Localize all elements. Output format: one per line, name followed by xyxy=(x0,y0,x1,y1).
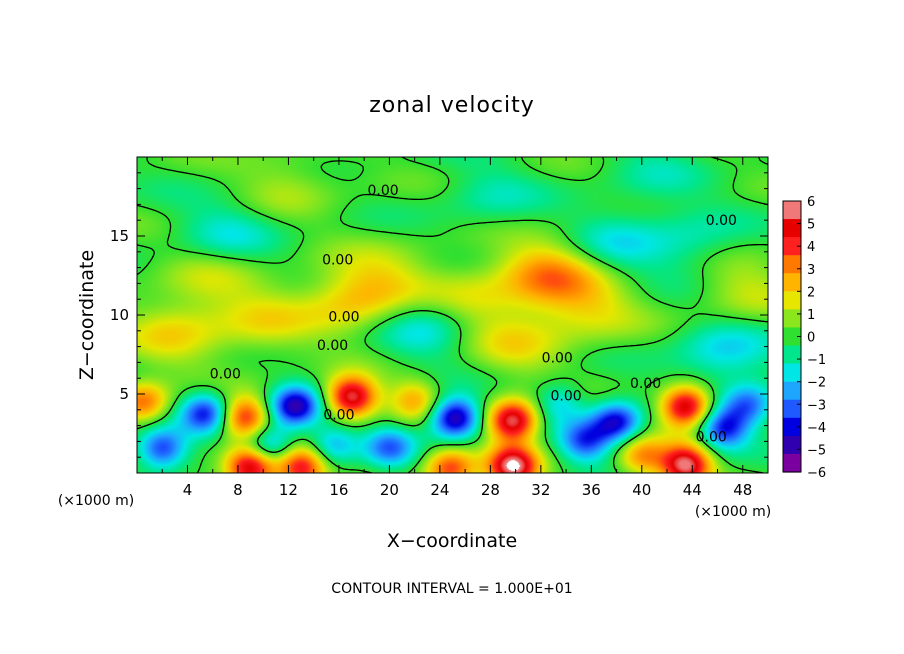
x-tick-label: 8 xyxy=(233,481,243,499)
x-tick-label: 4 xyxy=(183,481,193,499)
x-tick-label: 20 xyxy=(380,481,399,499)
x-tick-label: 36 xyxy=(582,481,601,499)
colorbar-tick-label: 1 xyxy=(807,308,815,323)
y-axis: 5 10 15 xyxy=(110,172,768,458)
x-axis-title: X−coordinate xyxy=(387,530,517,552)
colorbar: 6 5 4 3 2 1 0 −1 −2 −3 −4 −5 −6 xyxy=(782,195,826,481)
zero-contour xyxy=(136,156,769,474)
colorbar-tick-label: −4 xyxy=(807,421,826,436)
contour-label: 0.00 xyxy=(328,310,359,326)
colorbar-swatch xyxy=(783,399,801,419)
colorbar-tick-label: −5 xyxy=(807,443,826,458)
colorbar-tick-label: −3 xyxy=(807,398,826,413)
colorbar-swatch xyxy=(783,381,801,401)
x-tick-label: 28 xyxy=(481,481,500,499)
contour-label: 0.00 xyxy=(550,389,581,405)
contour-labels: 0.00 0.00 0.00 0.00 0.00 0.00 0.00 0.00 0.00 0.00… xyxy=(210,183,737,445)
x-units-left: (×1000 m) xyxy=(58,493,134,509)
x-tick-label: 16 xyxy=(329,481,348,499)
x-tick-label: 32 xyxy=(531,481,550,499)
colorbar-tick-label: −2 xyxy=(807,376,826,391)
x-tick-label: 40 xyxy=(632,481,651,499)
colorbar-swatch xyxy=(783,435,801,455)
contour-label: 0.00 xyxy=(368,183,399,199)
x-tick-label: 44 xyxy=(683,481,702,499)
chart-title: zonal velocity xyxy=(369,93,535,118)
colorbar-swatch xyxy=(783,309,801,329)
contour-label: 0.00 xyxy=(542,351,573,367)
colorbar-tick-label: 6 xyxy=(807,195,815,210)
contour-label: 0.00 xyxy=(210,366,241,382)
colorbar-swatch xyxy=(783,453,801,473)
colorbar-tick-label: 2 xyxy=(807,285,815,300)
x-axis: 4 8 12 16 20 24 28 32 36 40 44 48 xyxy=(161,157,752,499)
contour-label: 0.00 xyxy=(317,338,348,354)
colorbar-swatch xyxy=(783,255,801,274)
colorbar-tick-label: −6 xyxy=(807,466,826,481)
colorbar-swatch xyxy=(783,273,801,292)
colorbar-swatch xyxy=(783,345,801,365)
colorbar-swatch xyxy=(783,363,801,383)
colorbar-swatch xyxy=(783,327,801,347)
plot-area: 0.00 0.00 0.00 0.00 0.00 0.00 0.00 0.00 0.00 0.00… xyxy=(110,156,769,499)
colorbar-swatch xyxy=(783,417,801,437)
contour-interval-note: CONTOUR INTERVAL = 1.000E+01 xyxy=(331,581,572,597)
colorbar-tick-label: 5 xyxy=(807,218,815,233)
contour-label: 0.00 xyxy=(323,408,354,424)
colorbar-tick-label: 0 xyxy=(807,331,815,346)
colorbar-tick-label: −1 xyxy=(807,353,826,368)
colorbar-swatch xyxy=(783,237,801,256)
colorbar-swatch xyxy=(783,219,801,238)
contour-label: 0.00 xyxy=(322,253,353,269)
heatmap xyxy=(137,157,768,473)
x-tick-label: 48 xyxy=(733,481,752,499)
y-axis-title: Z−coordinate xyxy=(76,250,98,380)
contour-lines xyxy=(136,156,769,474)
x-units-right: (×1000 m) xyxy=(695,504,771,520)
colorbar-swatch xyxy=(783,201,801,220)
contour-label: 0.00 xyxy=(630,376,661,392)
x-tick-label: 24 xyxy=(430,481,449,499)
y-tick-label: 10 xyxy=(110,306,129,324)
colorbar-tick-label: 4 xyxy=(807,240,815,255)
y-tick-label: 15 xyxy=(110,227,129,245)
colorbar-swatch xyxy=(783,291,801,310)
contour-label: 0.00 xyxy=(696,430,727,446)
colorbar-tick-label: 3 xyxy=(807,263,815,278)
contour-label: 0.00 xyxy=(706,213,737,229)
y-tick-label: 5 xyxy=(119,385,129,403)
x-tick-label: 12 xyxy=(279,481,298,499)
